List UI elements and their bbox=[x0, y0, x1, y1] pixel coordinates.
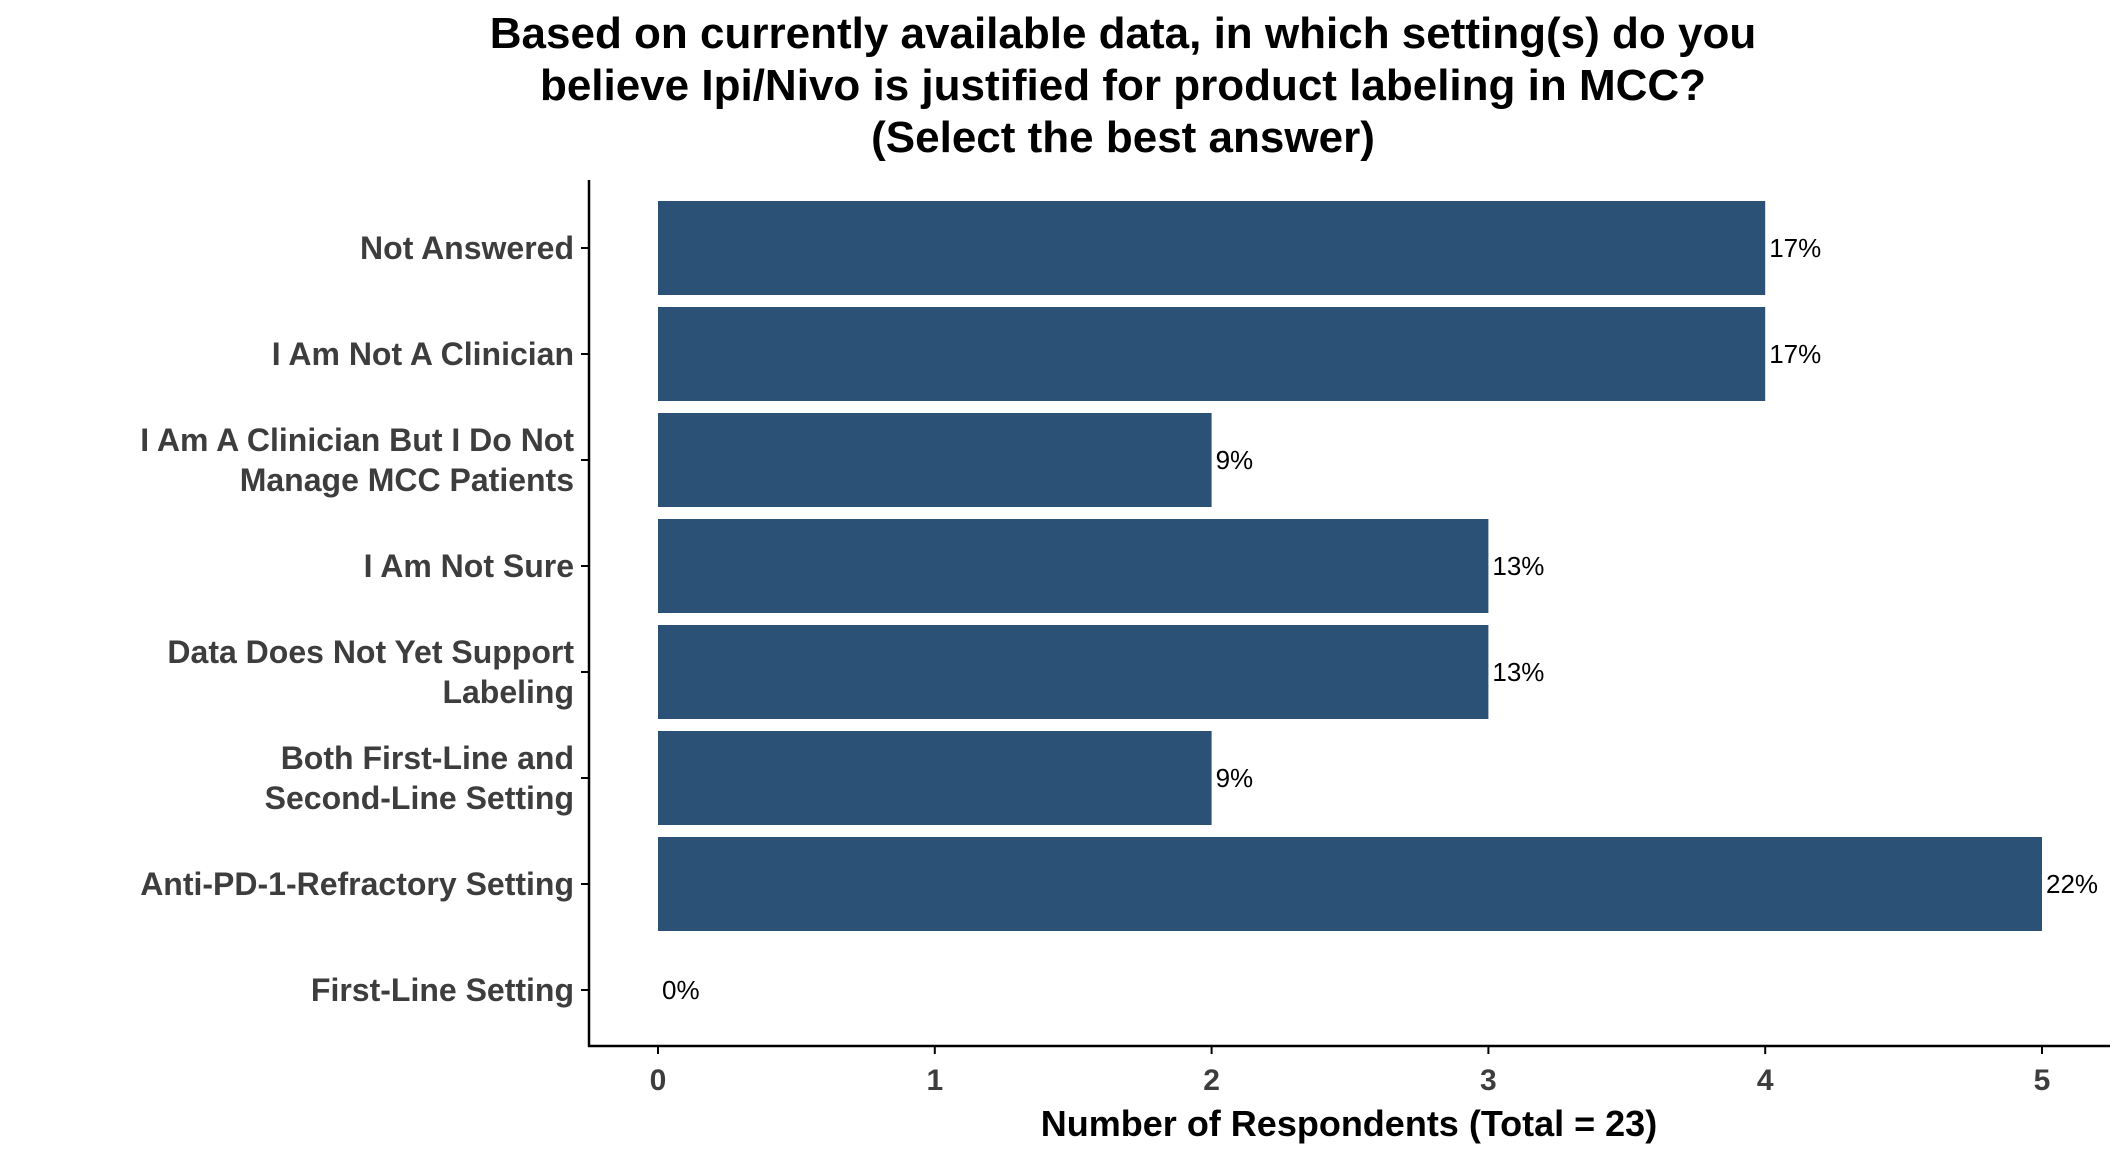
y-tick-label: Data Does Not Yet Support Labeling bbox=[167, 634, 574, 710]
bar bbox=[658, 731, 1212, 825]
y-tick-label: Not Answered bbox=[360, 230, 574, 266]
y-tick-label: I Am Not A Clinician bbox=[272, 336, 574, 372]
chart-title-line-1: Based on currently available data, in wh… bbox=[490, 9, 1756, 58]
bar bbox=[658, 413, 1212, 507]
chart-title-line-2: believe Ipi/Nivo is justified for produc… bbox=[540, 61, 1706, 110]
chart-title-line-3: (Select the best answer) bbox=[871, 113, 1375, 162]
bar bbox=[658, 625, 1489, 719]
x-tick-label: 2 bbox=[1203, 1064, 1220, 1097]
x-tick-label: 0 bbox=[650, 1064, 667, 1097]
x-tick-label: 4 bbox=[1757, 1064, 1774, 1097]
y-tick-labels: Not Answered I Am Not A Clinician I Am A C… bbox=[140, 230, 589, 1008]
bar bbox=[658, 837, 2042, 931]
x-tick-label: 1 bbox=[926, 1064, 943, 1097]
data-label: 17% bbox=[1769, 339, 1821, 369]
x-tick-label: 5 bbox=[2034, 1064, 2051, 1097]
data-label: 0% bbox=[662, 975, 700, 1005]
bar bbox=[658, 519, 1489, 613]
data-label: 13% bbox=[1492, 657, 1544, 687]
data-label: 9% bbox=[1216, 445, 1254, 475]
x-ticks: 0 1 2 3 4 5 bbox=[650, 1046, 2051, 1097]
y-tick-label: I Am Not Sure bbox=[364, 548, 574, 584]
bars-group: 17% 17% 9% 13% 13% 9% 22% 0% bbox=[658, 201, 2098, 1005]
y-tick-label: I Am A Clinician But I Do Not Manage MCC … bbox=[140, 422, 574, 498]
data-label: 22% bbox=[2046, 869, 2098, 899]
bar bbox=[658, 201, 1766, 295]
data-label: 9% bbox=[1216, 763, 1254, 793]
data-label: 17% bbox=[1769, 233, 1821, 263]
bar bbox=[658, 307, 1766, 401]
data-label: 13% bbox=[1492, 551, 1544, 581]
y-tick-label: Both First-Line and Second-Line Setting bbox=[265, 740, 574, 816]
y-tick-label: First-Line Setting bbox=[311, 972, 574, 1008]
x-tick-label: 3 bbox=[1480, 1064, 1497, 1097]
y-tick-label: Anti-PD-1-Refractory Setting bbox=[140, 866, 574, 902]
x-axis-label: Number of Respondents (Total = 23) bbox=[1041, 1103, 1657, 1144]
